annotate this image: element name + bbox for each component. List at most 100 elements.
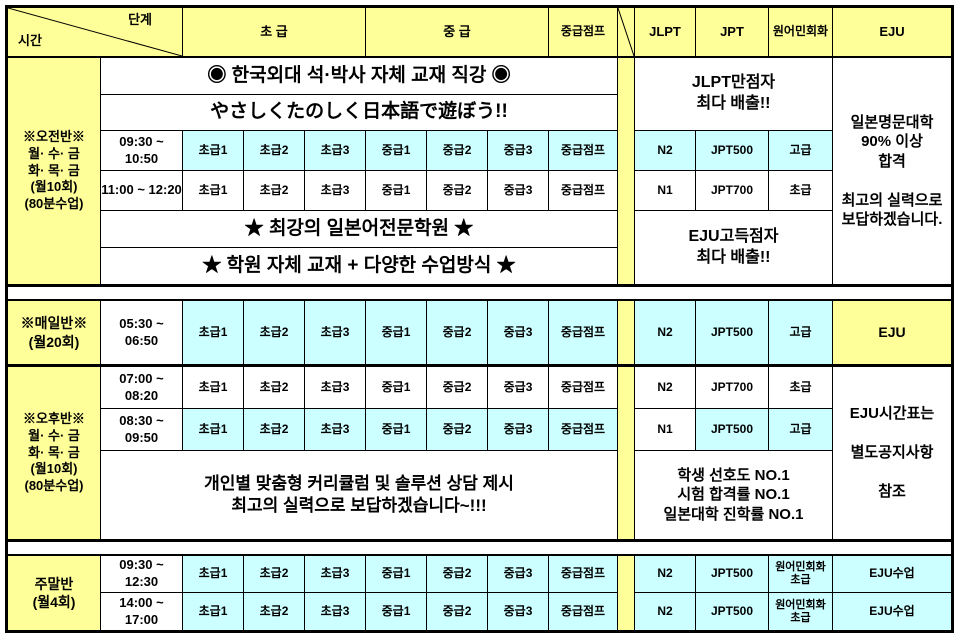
level-cell: 중급점프 [549, 556, 618, 593]
daily-section: ※매일반※ (월20회) 05:30 ~ 06:50 초급1 초급2 초급3 중… [8, 301, 951, 364]
daily-class-label: ※매일반※ (월20회) [8, 301, 101, 364]
time-header-label: 시간 [18, 33, 42, 49]
level-cell: 중급1 [366, 367, 427, 409]
eju-top-scorer-banner: EJU고득점자 최다 배출!! [635, 211, 833, 285]
level-cell: 초급2 [244, 409, 305, 451]
level-cell: 초급3 [305, 409, 366, 451]
level-cell: 초급2 [244, 171, 305, 211]
time-cell: 05:30 ~ 06:50 [101, 301, 183, 364]
section-gap [8, 285, 951, 301]
exam-cell: JPT500 [696, 593, 769, 630]
exam-cell: N2 [635, 301, 696, 364]
header-jlpt: JLPT [635, 8, 696, 56]
level-cell: 중급3 [488, 556, 549, 593]
exam-cell: 고급 [769, 409, 833, 451]
header-intermediate: 중 급 [366, 8, 549, 56]
banner-own-textbook: ★ 학원 자체 교재 + 다양한 수업방식 ★ [101, 248, 618, 285]
eju-info-cell: 일본명문대학 90% 이상 합격 최고의 실력으로 보답하겠습니다. [833, 58, 951, 285]
header-divider-cell [618, 8, 635, 56]
level-cell: 중급1 [366, 171, 427, 211]
stage-time-diagonal-header: 단계 시간 [8, 8, 183, 56]
level-cell: 초급1 [183, 131, 244, 171]
no1-text-cell: 학생 선호도 NO.1 시험 합격률 NO.1 일본대학 진학률 NO.1 [635, 451, 833, 540]
header-jump: 중급점프 [549, 8, 618, 56]
level-cell: 초급1 [183, 593, 244, 630]
level-cell: 초급2 [244, 556, 305, 593]
level-cell: 중급3 [488, 367, 549, 409]
exam-cell: 초급 [769, 171, 833, 211]
diagonal-line-icon [8, 8, 182, 56]
level-cell: 초급3 [305, 593, 366, 630]
level-cell: 초급1 [183, 171, 244, 211]
level-cell: 중급2 [427, 301, 488, 364]
weekend-section: 주말반 (월4회) 09:30 ~ 12:30 초급1 초급2 초급3 중급1 … [8, 556, 951, 630]
morning-class-label: ※오전반※ 월· 수· 금 화· 목· 금 (월10회) (80분수업) [8, 58, 101, 285]
promo-text-cell: 개인별 맞춤형 커리큘럼 및 솔루션 상담 제시 최고의 실력으로 보답하겠습니… [101, 451, 618, 540]
level-cell: 중급2 [427, 556, 488, 593]
level-cell: 초급2 [244, 131, 305, 171]
level-cell: 초급2 [244, 367, 305, 409]
level-cell: 초급2 [244, 593, 305, 630]
level-cell: 중급3 [488, 593, 549, 630]
time-cell: 09:30 ~ 10:50 [101, 131, 183, 171]
exam-cell: 고급 [769, 301, 833, 364]
level-cell: 중급1 [366, 131, 427, 171]
header-native: 원어민회화 [769, 8, 833, 56]
table-header-row: 단계 시간 초 급 중 급 중급점프 JLPT JPT 원어민회화 EJU [8, 8, 951, 58]
level-cell: 중급점프 [549, 171, 618, 211]
level-cell: 초급3 [305, 171, 366, 211]
banner-japanese: やさしくたのしく日本語で遊ぼう!! [101, 95, 618, 131]
level-cell: 중급3 [488, 131, 549, 171]
level-cell: 초급1 [183, 556, 244, 593]
banner-best-academy: ★ 최강의 일본어전문학원 ★ [101, 211, 618, 248]
exam-cell: JPT500 [696, 301, 769, 364]
time-cell: 08:30 ~ 09:50 [101, 409, 183, 451]
level-cell: 초급3 [305, 131, 366, 171]
level-cell: 중급점프 [549, 409, 618, 451]
level-cell: 중급점프 [549, 593, 618, 630]
level-cell: 초급1 [183, 409, 244, 451]
stage-header-label: 단계 [128, 12, 152, 27]
exam-cell: 초급 [769, 367, 833, 409]
exam-cell: N2 [635, 593, 696, 630]
level-cell: 초급2 [244, 301, 305, 364]
level-cell: 초급1 [183, 367, 244, 409]
level-cell: 중급1 [366, 556, 427, 593]
time-cell: 11:00 ~ 12:20 [101, 171, 183, 211]
exam-cell: JPT500 [696, 409, 769, 451]
eju-class-cell: EJU수업 [833, 593, 951, 630]
afternoon-class-label: ※오후반※ 월· 수· 금 화· 목· 금 (월10회) (80분수업) [8, 367, 101, 540]
exam-cell: JPT500 [696, 131, 769, 171]
exam-cell: N2 [635, 367, 696, 409]
level-cell: 중급2 [427, 593, 488, 630]
level-cell: 중급1 [366, 409, 427, 451]
divider-strip [618, 301, 635, 364]
divider-strip [618, 58, 635, 285]
header-eju: EJU [833, 8, 951, 56]
level-cell: 초급1 [183, 301, 244, 364]
time-cell: 09:30 ~ 12:30 [101, 556, 183, 593]
eju-class-cell: EJU수업 [833, 556, 951, 593]
level-cell: 초급3 [305, 556, 366, 593]
level-cell: 중급점프 [549, 367, 618, 409]
level-cell: 중급3 [488, 409, 549, 451]
level-cell: 중급2 [427, 409, 488, 451]
time-cell: 07:00 ~ 08:20 [101, 367, 183, 409]
eju-note-cell: EJU시간표는 별도공지사항 참조 [833, 367, 951, 540]
divider-strip [618, 556, 635, 630]
level-cell: 중급1 [366, 301, 427, 364]
level-cell: 초급3 [305, 301, 366, 364]
exam-cell: N2 [635, 556, 696, 593]
level-cell: 중급1 [366, 593, 427, 630]
level-cell: 중급2 [427, 131, 488, 171]
divider-strip [618, 367, 635, 540]
exam-cell: JPT500 [696, 556, 769, 593]
exam-cell: N1 [635, 171, 696, 211]
eju-cell: EJU [833, 301, 951, 364]
header-beginner: 초 급 [183, 8, 366, 56]
exam-cell: 원어민회화 초급 [769, 593, 833, 630]
afternoon-section: ※오후반※ 월· 수· 금 화· 목· 금 (월10회) (80분수업) 07:… [8, 364, 951, 540]
diagonal-line-icon [618, 8, 634, 56]
exam-cell: N1 [635, 409, 696, 451]
level-cell: 중급점프 [549, 131, 618, 171]
